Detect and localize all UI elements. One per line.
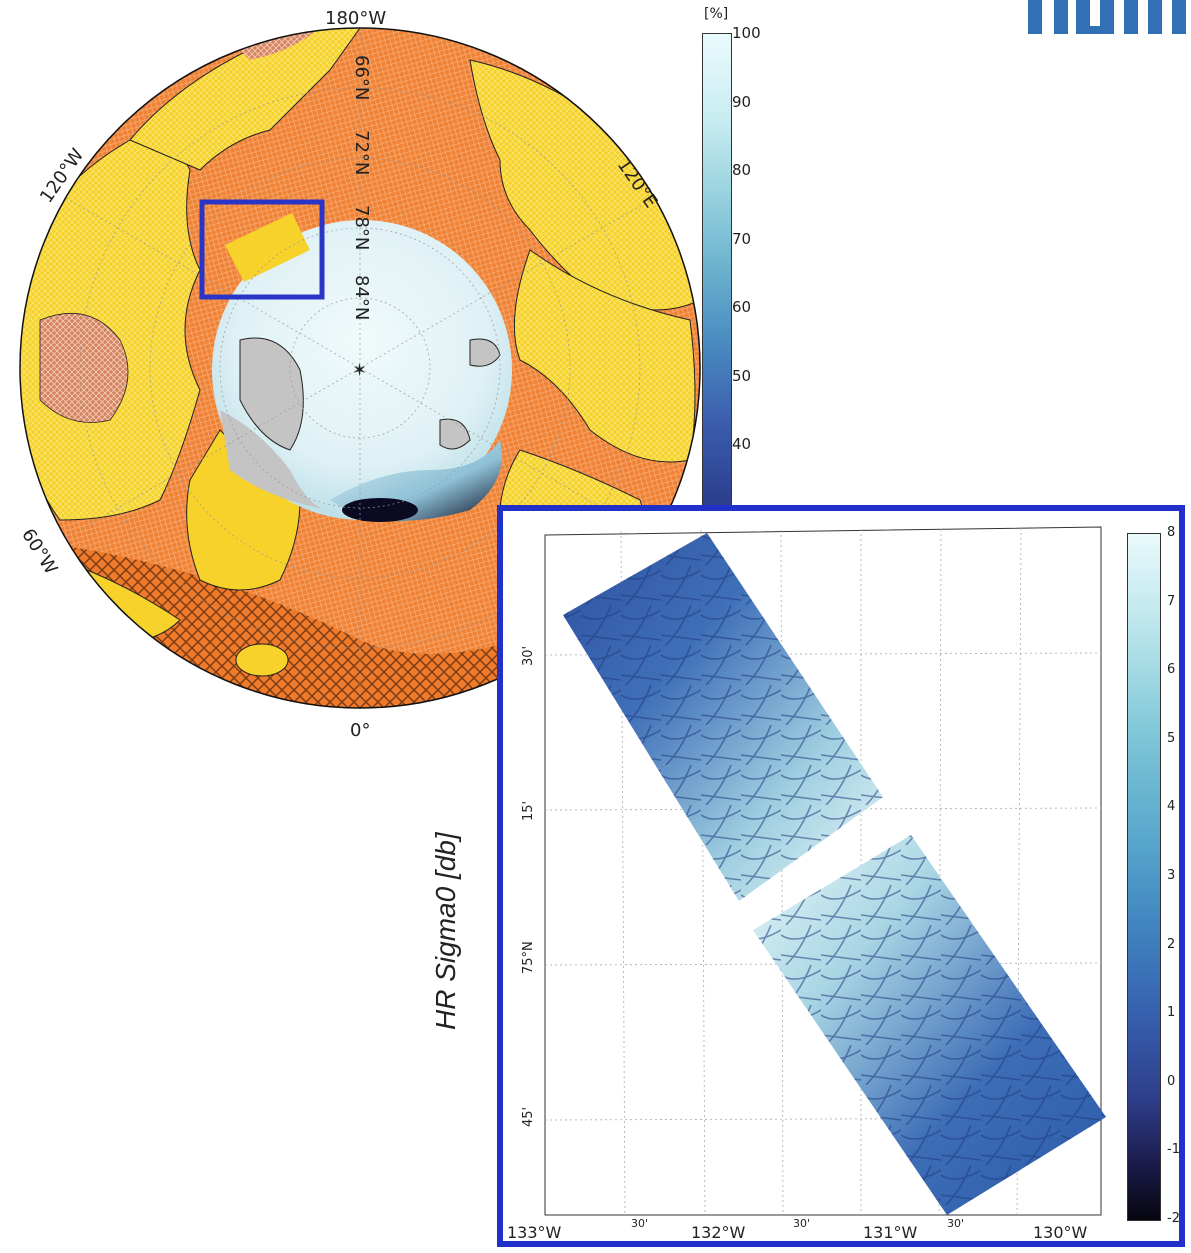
sigma0-colorbar <box>1127 533 1161 1221</box>
inset-lat-tick: 75°N <box>521 941 536 974</box>
sigma0-tick: 7 <box>1167 593 1176 609</box>
sigma0-colorbar-label: HR Sigma0 [db] <box>430 832 461 1030</box>
concentration-tick: 60 <box>732 298 752 316</box>
swath-footprint <box>225 213 310 282</box>
label-lat-72n: 72°N <box>351 130 372 176</box>
svg-text:✶: ✶ <box>352 360 367 381</box>
concentration-tick: 50 <box>732 366 752 385</box>
concentration-tick: 90 <box>732 92 752 111</box>
region-highlight-box <box>199 199 325 300</box>
label-lon-180w: 180°W <box>325 8 387 29</box>
sigma0-tick: 2 <box>1167 936 1176 952</box>
sigma0-tick: 5 <box>1167 730 1176 746</box>
sigma0-tick: 8 <box>1167 525 1176 540</box>
label-lat-78n: 78°N <box>351 205 372 251</box>
concentration-tick: 70 <box>732 229 752 248</box>
inset-panel: 30' 15' 75°N 45' 133°W 30' 132°W 30' 131°W 30' 13… <box>497 505 1185 1247</box>
inset-lat-tick: 45' <box>521 1106 536 1127</box>
sigma0-tick: -1 <box>1167 1142 1180 1158</box>
label-lon-0: 0° <box>350 720 371 741</box>
label-lat-84n: 84°N <box>351 275 372 321</box>
sigma0-map <box>544 526 1106 1216</box>
inset-lon-tick: 30' <box>793 1217 811 1230</box>
label-lat-66n: 66°N <box>351 55 372 101</box>
concentration-colorbar-unit: [%] <box>704 6 729 22</box>
sigma0-tick: 4 <box>1167 799 1176 815</box>
land-alaska <box>129 28 361 171</box>
concentration-tick: 40 <box>732 435 752 453</box>
sigma0-tick: 6 <box>1167 662 1176 678</box>
inset-lon-tick: 30' <box>631 1217 649 1230</box>
tum-logo <box>1028 0 1191 34</box>
inset-lon-tick: 131°W <box>863 1223 918 1242</box>
concentration-tick: 100 <box>732 24 761 42</box>
sigma0-tick: 1 <box>1167 1005 1176 1021</box>
graticule <box>65 28 655 708</box>
inset-lat-tick: 15' <box>521 800 536 821</box>
land-siberia-east <box>513 249 696 463</box>
inset-lon-tick: 130°W <box>1033 1223 1088 1242</box>
sigma0-tick: -2 <box>1167 1211 1180 1226</box>
sigma0-tick: 3 <box>1167 868 1176 883</box>
concentration-colorbar <box>702 33 732 515</box>
pole-gap <box>220 410 330 510</box>
inset-lon-tick: 132°W <box>691 1223 746 1242</box>
concentration-tick: 80 <box>732 161 752 179</box>
inset-lon-tick: 133°W <box>507 1223 562 1242</box>
inset-lat-tick: 30' <box>521 645 536 666</box>
sigma0-tick: 0 <box>1167 1073 1176 1089</box>
land-pink-patches <box>39 313 129 423</box>
land-iceland <box>235 643 289 677</box>
inset-lon-tick: 30' <box>947 1217 965 1230</box>
